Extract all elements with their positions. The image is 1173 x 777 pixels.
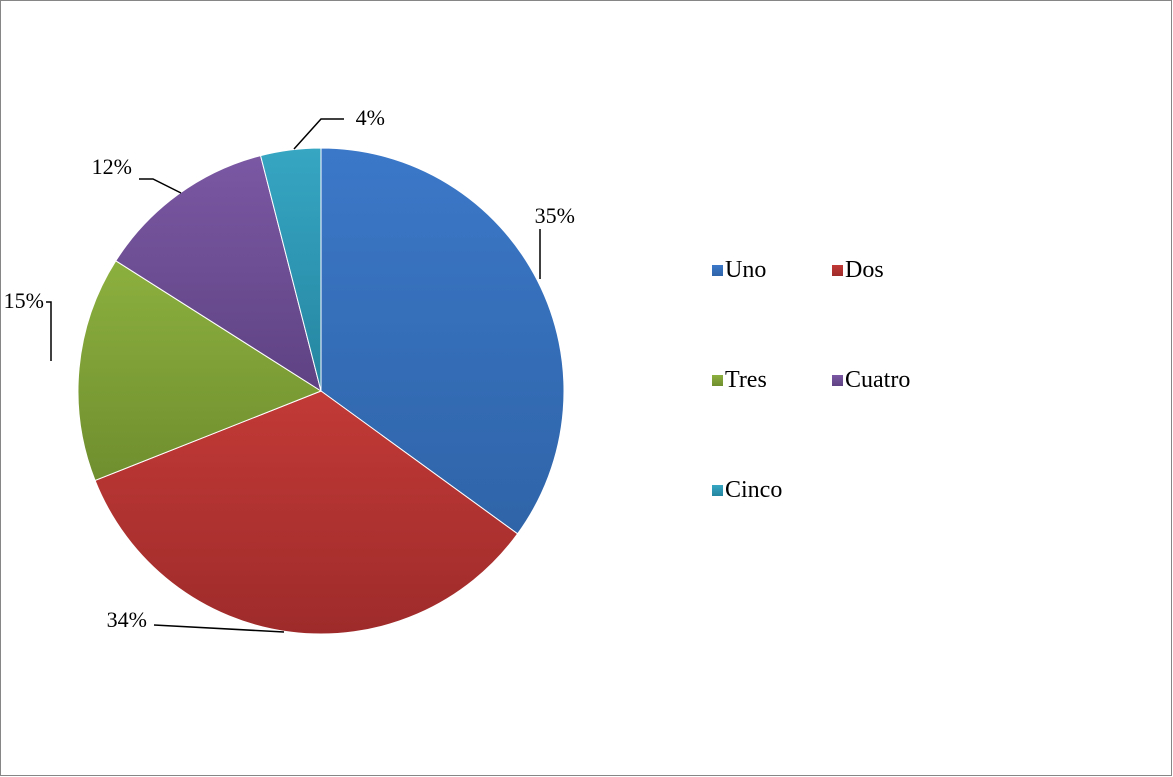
legend-item-dos: Dos	[832, 257, 884, 284]
legend-label-cinco: Cinco	[725, 477, 783, 503]
legend-swatch-uno	[712, 265, 723, 276]
legend-swatch-cuatro	[832, 375, 843, 386]
pie-slice-cuatro	[115, 155, 322, 393]
legend-label-dos: Dos	[845, 257, 884, 283]
legend-swatch-cinco	[712, 485, 723, 496]
pie-slice-dos	[94, 390, 519, 635]
legend-swatch-dos	[832, 265, 843, 276]
legend-label-tres: Tres	[725, 367, 767, 393]
legend-label-uno: Uno	[725, 257, 767, 283]
pie-slice-cinco	[259, 147, 322, 392]
data-label-cinco: 4%	[356, 105, 385, 130]
legend-item-cinco: Cinco	[712, 477, 782, 504]
leader-line-dos	[153, 624, 285, 633]
legend: Uno Dos Tres Cuatro Cinco	[712, 257, 1012, 517]
legend-item-uno: Uno	[712, 257, 766, 284]
pie-slice-uno	[320, 147, 565, 535]
legend-label-cuatro: Cuatro	[845, 367, 911, 393]
data-label-dos: 34%	[107, 607, 147, 632]
leader-line-tres	[46, 301, 52, 361]
pie-slice-tres	[77, 260, 323, 482]
leader-line-cinco	[293, 118, 344, 150]
data-label-tres: 15%	[4, 288, 44, 313]
data-label-cuatro: 12%	[92, 154, 132, 179]
legend-item-tres: Tres	[712, 367, 767, 394]
legend-swatch-tres	[712, 375, 723, 386]
leader-line-cuatro	[139, 178, 182, 194]
legend-item-cuatro: Cuatro	[832, 367, 910, 394]
data-label-uno: 35%	[535, 203, 575, 228]
